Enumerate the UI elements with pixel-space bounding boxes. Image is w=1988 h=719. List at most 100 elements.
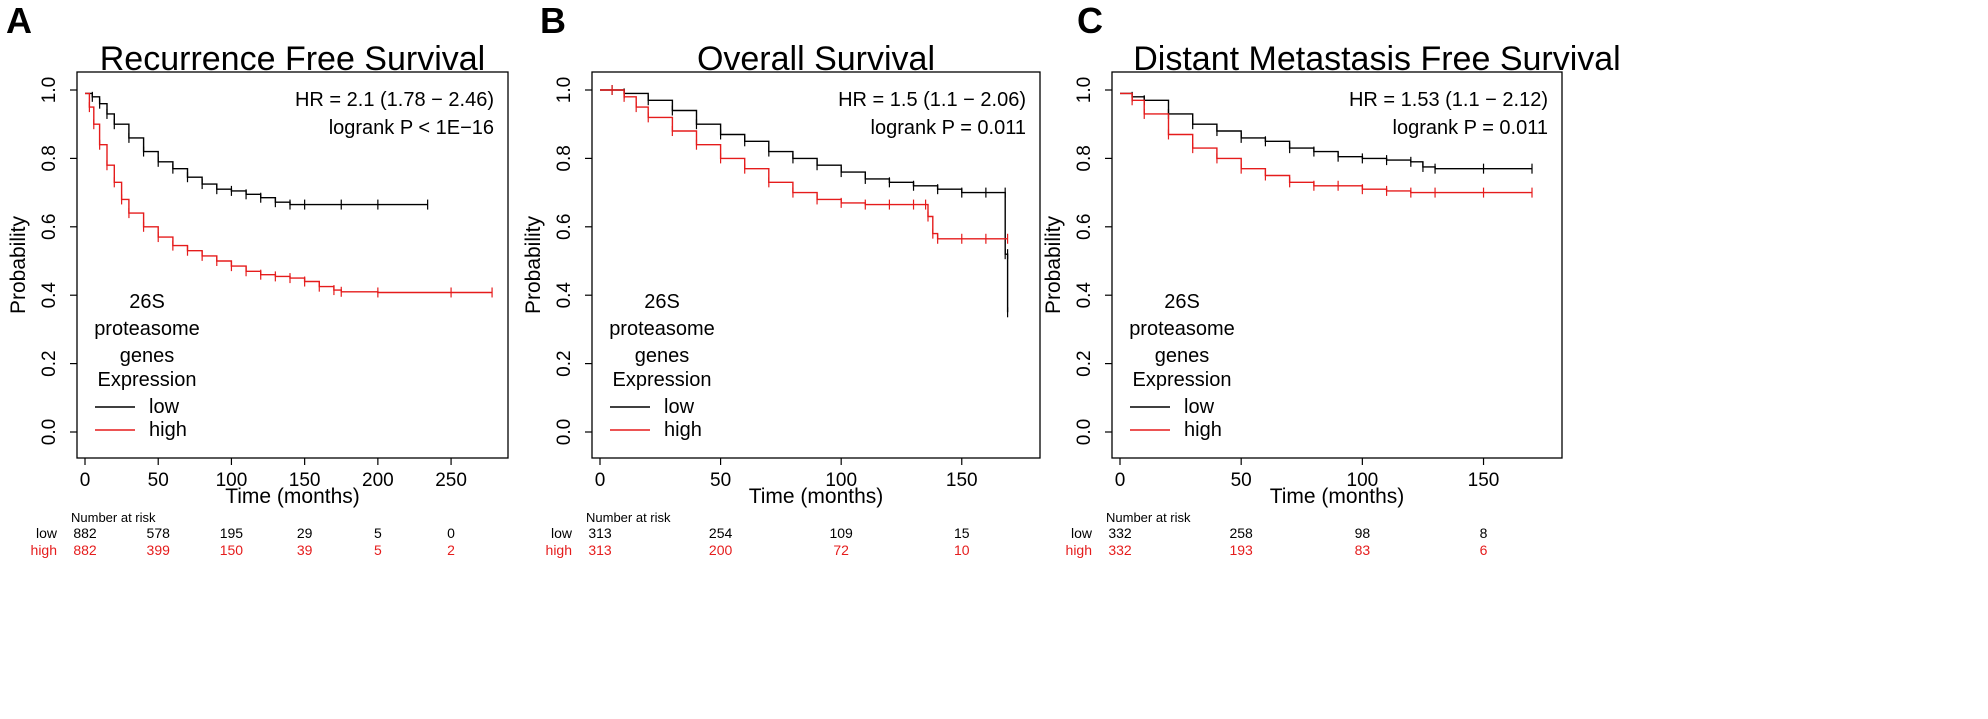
- plot-frame: [76, 71, 509, 459]
- legend-title-line: proteasome: [94, 318, 200, 340]
- legend-subtitle: Expression: [613, 369, 712, 391]
- logrank-text: logrank P < 1E−16: [329, 117, 494, 139]
- risk-table-header: Number at risk: [71, 510, 156, 525]
- risk-value-high: 313: [588, 542, 612, 558]
- y-tick-label: 0.6: [554, 214, 575, 240]
- x-tick-label: 100: [1347, 470, 1379, 491]
- risk-value-high: 332: [1108, 542, 1132, 558]
- risk-value-high: 10: [954, 542, 970, 558]
- legend-title-line: genes: [120, 345, 175, 367]
- x-tick-label: 50: [148, 470, 169, 491]
- y-tick-label: 0.0: [554, 419, 575, 445]
- x-axis-label: Time (months): [225, 485, 360, 508]
- risk-value-high: 399: [147, 542, 171, 558]
- risk-row-label-high: high: [546, 542, 572, 558]
- legend-subtitle: Expression: [98, 369, 197, 391]
- y-axis-label: Probability: [1042, 215, 1065, 314]
- y-tick-label: 0.0: [1074, 419, 1095, 445]
- risk-value-low: 195: [220, 525, 244, 541]
- y-tick-label: 0.8: [554, 145, 575, 171]
- y-axis-label: Probability: [7, 215, 30, 314]
- x-tick-label: 0: [595, 470, 606, 491]
- x-tick-label: 150: [946, 470, 978, 491]
- legend-title-line: 26S: [644, 291, 680, 313]
- hazard-ratio-text: HR = 1.5 (1.1 − 2.06): [838, 89, 1026, 111]
- legend-label-low: low: [1184, 396, 1215, 418]
- legend-label-high: high: [149, 419, 187, 441]
- risk-value-low: 0: [447, 525, 455, 541]
- risk-value-high: 5: [374, 542, 382, 558]
- plot-frame: [591, 71, 1041, 459]
- risk-value-high: 882: [73, 542, 97, 558]
- x-tick-label: 250: [435, 470, 467, 491]
- risk-value-low: 15: [954, 525, 970, 541]
- risk-value-low: 29: [297, 525, 313, 541]
- panel-label: B: [540, 0, 566, 41]
- risk-value-high: 6: [1480, 542, 1488, 558]
- x-tick-label: 50: [710, 470, 731, 491]
- risk-row-label-low: low: [1071, 525, 1093, 541]
- y-tick-label: 0.8: [39, 145, 60, 171]
- risk-row-label-high: high: [1066, 542, 1092, 558]
- risk-row-label-low: low: [551, 525, 573, 541]
- y-tick-label: 1.0: [1074, 77, 1095, 103]
- x-tick-label: 100: [825, 470, 857, 491]
- risk-value-low: 98: [1355, 525, 1371, 541]
- risk-value-low: 258: [1229, 525, 1253, 541]
- y-tick-label: 1.0: [39, 77, 60, 103]
- risk-value-high: 83: [1355, 542, 1371, 558]
- hazard-ratio-text: HR = 2.1 (1.78 − 2.46): [295, 89, 494, 111]
- risk-value-high: 150: [220, 542, 244, 558]
- risk-value-low: 882: [73, 525, 97, 541]
- y-tick-label: 0.4: [1074, 282, 1095, 309]
- risk-value-high: 193: [1229, 542, 1253, 558]
- x-axis-label: Time (months): [1270, 485, 1405, 508]
- risk-row-label-high: high: [31, 542, 57, 558]
- risk-value-high: 2: [447, 542, 455, 558]
- x-axis-label: Time (months): [749, 485, 884, 508]
- risk-value-high: 39: [297, 542, 313, 558]
- y-tick-label: 0.4: [554, 282, 575, 309]
- panel-label: C: [1077, 0, 1103, 41]
- risk-value-low: 5: [374, 525, 382, 541]
- legend-title-line: genes: [635, 345, 690, 367]
- x-tick-label: 100: [216, 470, 248, 491]
- x-tick-label: 0: [80, 470, 91, 491]
- risk-value-low: 8: [1480, 525, 1488, 541]
- plot-frame: [1111, 71, 1563, 459]
- y-tick-label: 0.4: [39, 282, 60, 309]
- y-tick-label: 0.6: [1074, 214, 1095, 240]
- risk-table-header: Number at risk: [1106, 510, 1191, 525]
- legend-title-line: genes: [1155, 345, 1210, 367]
- risk-row-label-low: low: [36, 525, 58, 541]
- y-tick-label: 0.6: [39, 214, 60, 240]
- y-axis-label: Probability: [522, 215, 545, 314]
- x-tick-label: 50: [1231, 470, 1252, 491]
- y-tick-label: 1.0: [554, 77, 575, 103]
- risk-value-low: 254: [709, 525, 733, 541]
- panel-label: A: [6, 0, 32, 41]
- risk-value-low: 109: [829, 525, 853, 541]
- legend-title-line: 26S: [1164, 291, 1200, 313]
- risk-table-header: Number at risk: [586, 510, 671, 525]
- risk-value-low: 313: [588, 525, 612, 541]
- risk-value-high: 200: [709, 542, 733, 558]
- series-line-high: [600, 89, 1008, 240]
- y-tick-label: 0.2: [1074, 350, 1095, 376]
- risk-value-high: 72: [833, 542, 849, 558]
- risk-value-low: 332: [1108, 525, 1132, 541]
- y-tick-label: 0.2: [39, 350, 60, 376]
- logrank-text: logrank P = 0.011: [1393, 117, 1549, 139]
- x-tick-label: 0: [1115, 470, 1126, 491]
- x-tick-label: 150: [1468, 470, 1500, 491]
- y-tick-label: 0.2: [554, 350, 575, 376]
- risk-value-low: 578: [147, 525, 171, 541]
- y-tick-label: 0.8: [1074, 145, 1095, 171]
- legend-label-high: high: [664, 419, 702, 441]
- logrank-text: logrank P = 0.011: [871, 117, 1027, 139]
- legend-subtitle: Expression: [1133, 369, 1232, 391]
